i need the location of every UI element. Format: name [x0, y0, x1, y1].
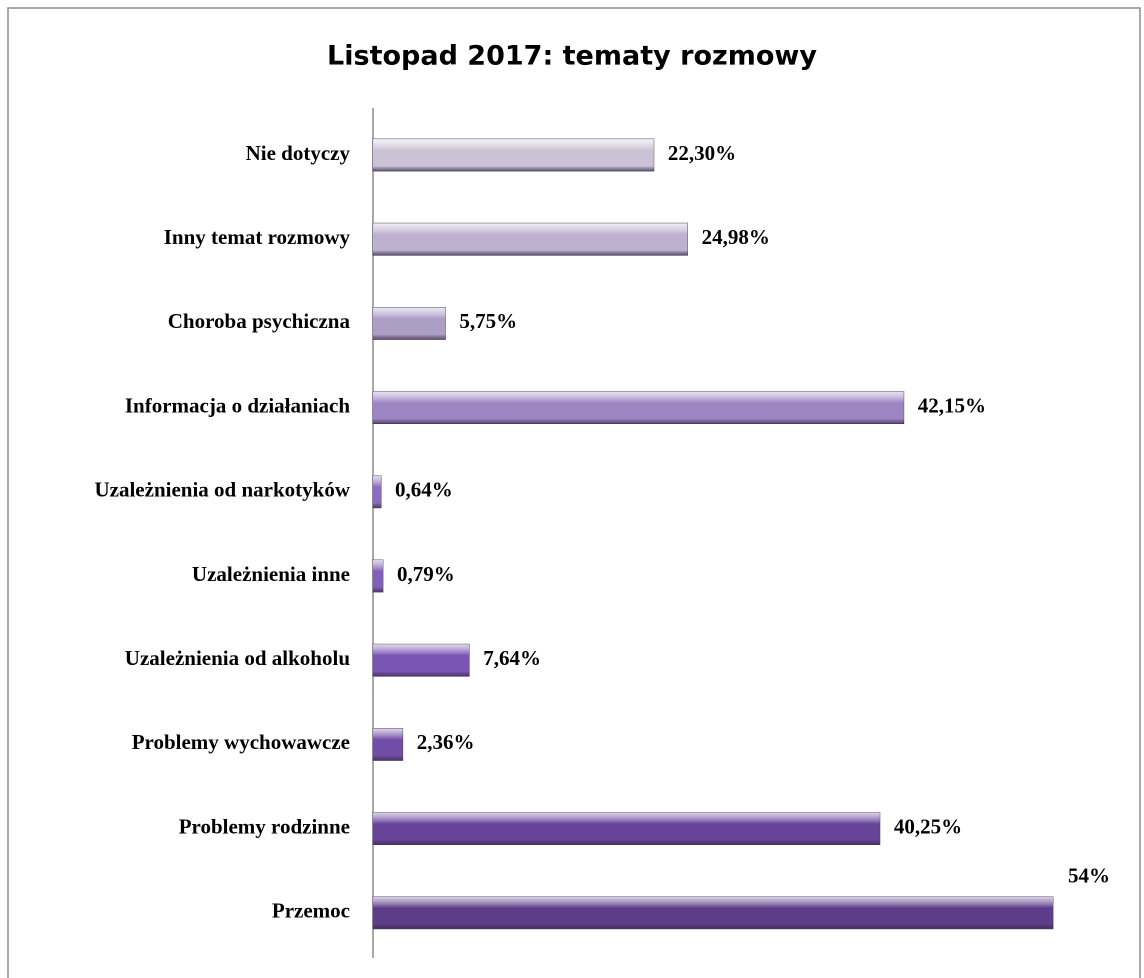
bar-shine	[373, 728, 403, 761]
data-label: 0,79%	[397, 562, 455, 586]
y-tick-label: Problemy wychowawcze	[132, 730, 350, 754]
bar-shine	[373, 560, 383, 592]
y-tick-label: Nie dotyczy	[246, 141, 351, 165]
bar-shine	[373, 896, 1053, 929]
y-tick-label: Inny temat rozmowy	[164, 225, 351, 249]
bar-shine	[373, 223, 688, 256]
y-tick-label: Uzależnienia od narkotyków	[94, 478, 350, 502]
bar-shine	[373, 475, 382, 508]
data-label: 40,25%	[894, 814, 962, 838]
bar-shine	[373, 812, 880, 845]
y-tick-label: Problemy rodzinne	[179, 814, 350, 838]
data-label: 22,30%	[668, 141, 736, 165]
y-tick-label: Choroba psychiczna	[168, 309, 351, 333]
data-label: 2,36%	[417, 730, 475, 754]
bar-shine	[373, 307, 446, 340]
y-tick-label: Przemoc	[272, 899, 350, 923]
data-label: 0,64%	[395, 478, 453, 502]
y-tick-label: Informacja o działaniach	[125, 393, 350, 417]
bar-shine	[373, 391, 904, 424]
data-label: 7,64%	[483, 646, 541, 670]
y-tick-label: Uzależnienia inne	[192, 562, 350, 586]
bar-shine	[373, 644, 470, 677]
y-tick-label: Uzależnienia od alkoholu	[125, 646, 351, 670]
data-label: 54%	[1068, 864, 1110, 888]
data-label: 42,15%	[918, 393, 986, 417]
data-label: 24,98%	[702, 225, 770, 249]
bar-shine	[373, 139, 654, 171]
data-label: 5,75%	[459, 309, 517, 333]
chart-title: Listopad 2017: tematy rozmowy	[327, 41, 817, 72]
